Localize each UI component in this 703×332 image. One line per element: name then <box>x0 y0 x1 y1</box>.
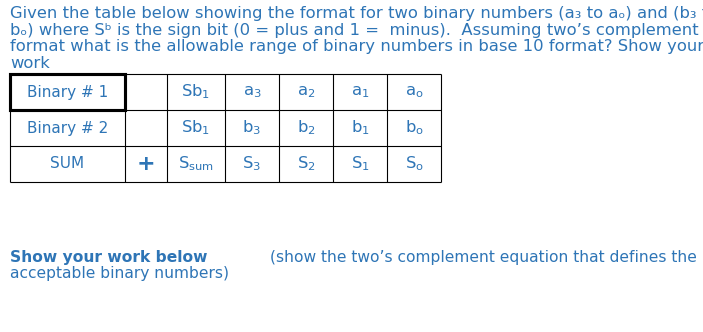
Text: Binary # 2: Binary # 2 <box>27 121 108 135</box>
Text: $\mathrm{S_{sum}}$: $\mathrm{S_{sum}}$ <box>178 155 214 173</box>
Text: $\mathrm{S_2}$: $\mathrm{S_2}$ <box>297 155 316 173</box>
Text: $\mathrm{S_o}$: $\mathrm{S_o}$ <box>404 155 423 173</box>
Text: $\mathrm{b_3}$: $\mathrm{b_3}$ <box>243 119 262 137</box>
Text: +: + <box>136 154 155 174</box>
Text: bₒ) where Sᵇ is the sign bit (0 = plus and 1 =  minus).  Assuming two’s compleme: bₒ) where Sᵇ is the sign bit (0 = plus a… <box>10 23 699 38</box>
Text: $\mathrm{b_1}$: $\mathrm{b_1}$ <box>351 119 369 137</box>
Text: Given the table below showing the format for two binary numbers (a₃ to aₒ) and (: Given the table below showing the format… <box>10 6 703 21</box>
Text: $\mathrm{a_o}$: $\mathrm{a_o}$ <box>405 84 423 100</box>
Text: $\mathrm{Sb_1}$: $\mathrm{Sb_1}$ <box>181 119 211 137</box>
Text: $\mathrm{b_o}$: $\mathrm{b_o}$ <box>404 119 423 137</box>
Bar <box>10 74 125 110</box>
Text: (show the two’s complement equation that defines the Max/min range of: (show the two’s complement equation that… <box>265 250 703 265</box>
Text: format what is the allowable range of binary numbers in base 10 format? Show you: format what is the allowable range of bi… <box>10 39 703 54</box>
Text: $\mathrm{S_1}$: $\mathrm{S_1}$ <box>351 155 369 173</box>
Text: $\mathrm{Sb_1}$: $\mathrm{Sb_1}$ <box>181 83 211 101</box>
Text: $\mathrm{a_3}$: $\mathrm{a_3}$ <box>243 84 262 100</box>
Text: SUM: SUM <box>51 156 84 172</box>
Text: work: work <box>10 55 50 70</box>
Text: $\mathrm{a_2}$: $\mathrm{a_2}$ <box>297 84 315 100</box>
Text: acceptable binary numbers): acceptable binary numbers) <box>10 266 229 281</box>
Text: $\mathrm{a_1}$: $\mathrm{a_1}$ <box>351 84 369 100</box>
Text: $\mathrm{b_2}$: $\mathrm{b_2}$ <box>297 119 316 137</box>
Text: $\mathrm{S_3}$: $\mathrm{S_3}$ <box>243 155 262 173</box>
Text: Binary # 1: Binary # 1 <box>27 85 108 100</box>
Text: Show your work below: Show your work below <box>10 250 207 265</box>
Bar <box>10 74 125 110</box>
